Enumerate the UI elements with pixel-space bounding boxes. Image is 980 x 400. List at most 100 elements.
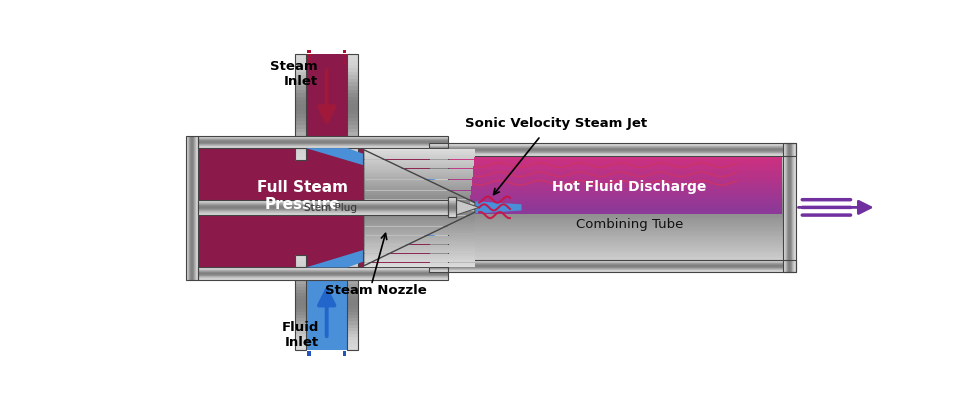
Bar [198,146,448,147]
Bar [429,175,448,176]
Bar [448,199,456,200]
Bar [448,207,456,208]
Bar [198,205,456,206]
Bar [198,144,448,145]
Bar [429,226,783,228]
Bar [295,54,306,160]
Bar [429,253,448,254]
Bar [295,61,306,65]
Bar [429,151,796,152]
Bar [295,315,306,319]
Bar [429,161,783,163]
Bar [198,270,448,271]
Bar [348,268,359,271]
Bar [198,203,456,204]
Bar [429,260,796,261]
Bar [198,212,456,214]
Bar [295,82,306,86]
Bar [429,222,783,224]
Bar [448,208,456,209]
Bar [429,227,783,229]
Bar [348,128,359,132]
Bar [306,54,348,148]
Bar [448,211,456,212]
Bar [295,76,306,79]
Bar [198,211,456,212]
Bar [308,58,311,60]
Bar [295,122,306,125]
Bar [348,258,359,262]
Bar [343,354,346,356]
Bar [429,223,783,225]
Bar [348,157,359,161]
Bar [198,137,448,138]
Bar [295,143,306,147]
Bar [295,146,306,150]
Bar [348,61,359,65]
Bar [429,239,448,241]
Bar [198,269,448,270]
Bar [348,315,359,319]
Bar [348,68,359,72]
Bar [343,58,346,60]
Bar [198,147,448,148]
Bar [448,209,456,210]
Bar [429,145,796,146]
Bar [198,209,456,210]
Bar [198,205,456,206]
Bar [448,214,456,215]
Bar [429,169,783,170]
Bar [295,255,306,350]
Bar [429,248,448,249]
Bar [348,296,359,300]
Bar [343,351,346,353]
Bar [348,54,359,160]
Bar [198,143,448,144]
Bar [429,155,448,157]
Bar [308,353,311,354]
Bar [348,72,359,76]
Bar [295,54,306,58]
Bar [448,203,456,204]
Bar [429,154,796,155]
Bar [429,230,448,232]
Bar [429,232,448,233]
Bar [429,153,448,154]
Bar [348,143,359,147]
Bar [348,136,359,140]
Bar [295,328,306,331]
Bar [429,233,448,234]
Bar [348,93,359,97]
Bar [429,271,796,272]
Bar [429,250,448,252]
Bar [429,164,783,165]
Polygon shape [456,200,479,215]
Bar [783,144,796,272]
Bar [429,162,448,164]
Bar [348,293,359,296]
Bar [348,255,359,350]
Bar [198,276,448,277]
Bar [295,296,306,300]
Bar [429,246,448,248]
Bar [198,140,448,141]
Bar [429,255,448,257]
Bar [198,147,448,148]
Bar [429,201,783,203]
Bar [198,202,456,203]
Bar [198,272,448,273]
Bar [295,271,306,274]
Bar [295,100,306,104]
Bar [448,201,456,202]
Bar [198,268,448,280]
Bar [429,146,796,147]
Bar [295,290,306,293]
Bar [295,293,306,296]
Bar [429,183,448,185]
Bar [429,252,448,253]
Bar [198,136,448,137]
Bar [348,334,359,338]
Bar [295,318,306,322]
Bar [348,139,359,143]
Bar [198,272,448,273]
